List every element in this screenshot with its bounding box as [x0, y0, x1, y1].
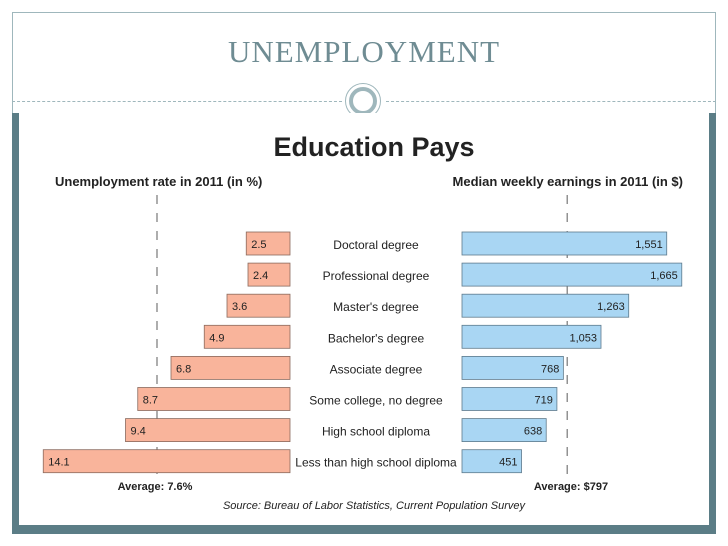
category-labels: Doctoral degree Professional degree Master…: [295, 238, 457, 470]
unemployment-bar: [125, 418, 291, 443]
education-pays-chart: Education Pays Unemployment rate in 2011…: [42, 132, 683, 512]
title-divider-right: [386, 101, 716, 102]
chart-panel: Education Pays Unemployment rate in 2011…: [19, 113, 709, 525]
unemployment-bar-value: 4.9: [209, 332, 224, 344]
category-label: Doctoral degree: [333, 238, 419, 252]
earnings-bar-value: 1,263: [597, 301, 625, 313]
title-divider-left: [12, 101, 342, 102]
category-label: Less than high school diploma: [295, 456, 457, 470]
unemployment-bar-value: 9.4: [131, 426, 146, 438]
slide-title: UNEMPLOYMENT: [227, 34, 501, 69]
category-label: Some college, no degree: [309, 394, 443, 408]
earnings-bars: 1,551 1,665 1,263 1,053 768 719 638 451: [461, 231, 683, 474]
earnings-bar: [461, 262, 683, 287]
unemployment-bar: [245, 231, 291, 256]
earnings-bar-value: 451: [499, 457, 517, 469]
category-label: Master's degree: [333, 300, 419, 314]
earnings-bar: [461, 355, 564, 380]
slide-band-left: [12, 113, 19, 534]
unemployment-bar-value: 6.8: [176, 363, 191, 375]
earnings-bar: [461, 418, 547, 443]
earnings-bar-value: 719: [535, 395, 553, 407]
unemployment-bar-value: 8.7: [143, 395, 158, 407]
unemployment-bar-value: 3.6: [232, 301, 247, 313]
source-note: Source: Bureau of Labor Statistics, Curr…: [223, 500, 527, 512]
earnings-average-label: Average: $797: [534, 481, 608, 493]
unemployment-bar-value: 14.1: [48, 457, 69, 469]
unemployment-bar: [170, 355, 291, 380]
category-label: Associate degree: [330, 362, 423, 376]
unemployment-series-heading: Unemployment rate in 2011 (in %): [55, 174, 262, 189]
unemployment-bars: 2.5 2.4 3.6 4.9 6.8 8.7 9.4 14.1: [42, 231, 291, 474]
unemployment-average-label: Average: 7.6%: [118, 481, 193, 493]
category-label: Bachelor's degree: [328, 331, 425, 345]
earnings-series-heading: Median weekly earnings in 2011 (in $): [453, 174, 683, 189]
category-label: Professional degree: [323, 269, 430, 283]
unemployment-bar: [203, 324, 291, 349]
unemployment-bar: [42, 449, 291, 474]
earnings-bar-value: 638: [524, 426, 542, 438]
earnings-bar-value: 1,053: [569, 332, 597, 344]
earnings-bar: [461, 324, 602, 349]
earnings-bar: [461, 449, 522, 474]
unemployment-bar: [247, 262, 291, 287]
unemployment-bar: [137, 387, 291, 411]
earnings-bar: [461, 387, 558, 411]
earnings-bar-value: 1,551: [635, 239, 663, 251]
slide-band-right: [709, 113, 716, 534]
unemployment-bar-value: 2.4: [253, 270, 268, 282]
unemployment-bar-value: 2.5: [251, 239, 266, 251]
earnings-bar-value: 768: [541, 363, 559, 375]
unemployment-bar: [226, 293, 291, 318]
divider-medallion-ring: [349, 87, 377, 115]
earnings-bar: [461, 231, 668, 256]
earnings-bar-value: 1,665: [650, 270, 678, 282]
earnings-bar: [461, 293, 630, 318]
chart-title: Education Pays: [273, 132, 474, 162]
category-label: High school diploma: [322, 425, 430, 439]
